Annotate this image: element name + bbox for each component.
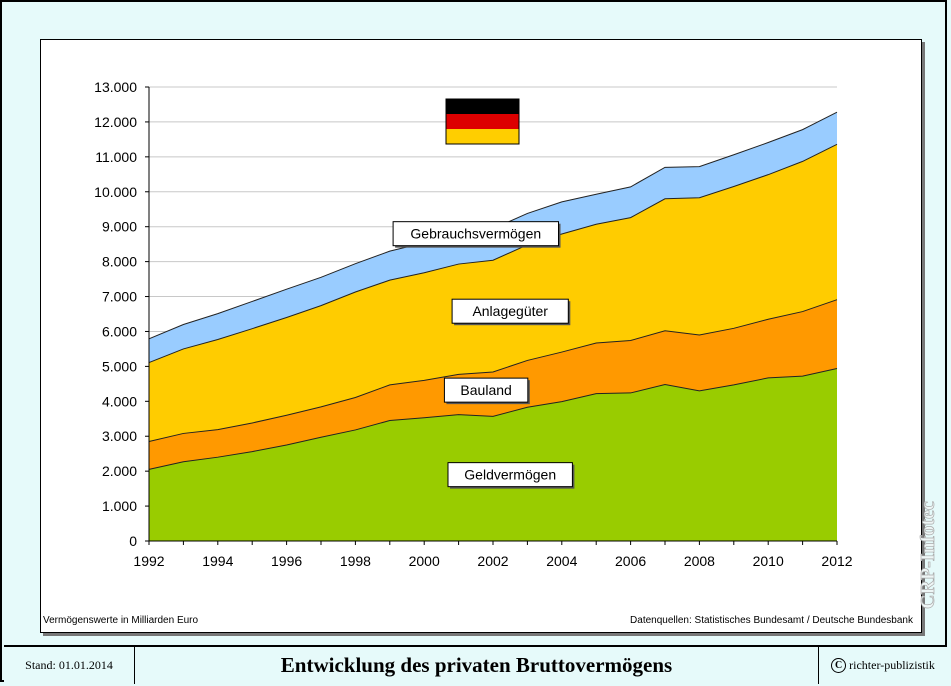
copyright-icon: C bbox=[831, 658, 847, 673]
area-3 bbox=[149, 144, 837, 442]
page-title: Entwicklung des privaten Bruttovermögens bbox=[135, 647, 819, 684]
x-tick-label: 2004 bbox=[546, 553, 577, 569]
flag-stripe bbox=[446, 129, 519, 144]
series-label: Gebrauchsvermögen bbox=[410, 226, 541, 242]
flag-stripe bbox=[446, 99, 519, 114]
x-tick-label: 2002 bbox=[477, 553, 508, 569]
y-tick-label: 1.000 bbox=[102, 498, 137, 514]
label-box bbox=[392, 221, 559, 247]
x-tick-label: 1998 bbox=[340, 553, 371, 569]
y-tick-label: 12.000 bbox=[94, 114, 137, 130]
watermark-text: CRP-Infotec bbox=[917, 501, 939, 609]
chart-panel: 0 1.000 2.000 3.000 4.000 5.000 6.000 7.000 8.00… bbox=[40, 39, 922, 633]
x-tick-label: 2006 bbox=[615, 553, 646, 569]
sources-note: Datenquellen: Statistisches Bundesamt / … bbox=[630, 615, 913, 626]
series-label: Geldvermögen bbox=[464, 467, 556, 483]
copyright-text: richter-publizistik bbox=[849, 658, 935, 672]
x-tick-label: 2012 bbox=[821, 553, 852, 569]
flag-stripe bbox=[446, 114, 519, 129]
y-tick-label: 11.000 bbox=[95, 149, 137, 165]
footer-bar: Stand: 01.01.2014 Entwicklung des privat… bbox=[4, 645, 947, 684]
y-tick-label: 6.000 bbox=[102, 323, 137, 339]
y-tick-label: 13.000 bbox=[94, 79, 137, 95]
y-tick-label: 5.000 bbox=[102, 358, 137, 374]
y-tick-label: 9.000 bbox=[102, 219, 137, 235]
y-tick-label: 8.000 bbox=[102, 254, 137, 270]
stand-date: Stand: 01.01.2014 bbox=[4, 647, 135, 684]
area-1 bbox=[149, 368, 837, 541]
x-tick-label: 2010 bbox=[753, 553, 784, 569]
y-tick-label: 7.000 bbox=[102, 289, 137, 305]
area-boundary bbox=[148, 299, 838, 442]
series-label: Bauland bbox=[460, 382, 511, 398]
x-tick-label: 2008 bbox=[684, 553, 715, 569]
area-boundary bbox=[148, 143, 838, 364]
x-tick-label: 1994 bbox=[202, 553, 233, 569]
x-tick-label: 1992 bbox=[133, 553, 164, 569]
german-flag-icon bbox=[445, 98, 520, 145]
units-note: Vermögenswerte in Milliarden Euro bbox=[43, 615, 199, 626]
y-tick-label: 0 bbox=[129, 533, 137, 549]
stacked-area-chart: 0 1.000 2.000 3.000 4.000 5.000 6.000 7.000 8.00… bbox=[94, 79, 853, 569]
label-box bbox=[451, 298, 569, 324]
y-tick-label: 3.000 bbox=[102, 428, 137, 444]
label-box bbox=[447, 462, 573, 488]
y-tick-label: 10.000 bbox=[94, 184, 137, 200]
label-box bbox=[443, 377, 529, 403]
series-label: Anlagegüter bbox=[472, 303, 548, 319]
y-tick-label: 2.000 bbox=[102, 463, 137, 479]
watermark: CRP-Infotec bbox=[917, 501, 940, 610]
copyright-notice: C richter-publizistik bbox=[819, 647, 947, 684]
area-boundary bbox=[148, 367, 838, 470]
x-tick-label: 2000 bbox=[409, 553, 440, 569]
x-tick-label: 1996 bbox=[271, 553, 302, 569]
y-tick-label: 4.000 bbox=[102, 393, 137, 409]
